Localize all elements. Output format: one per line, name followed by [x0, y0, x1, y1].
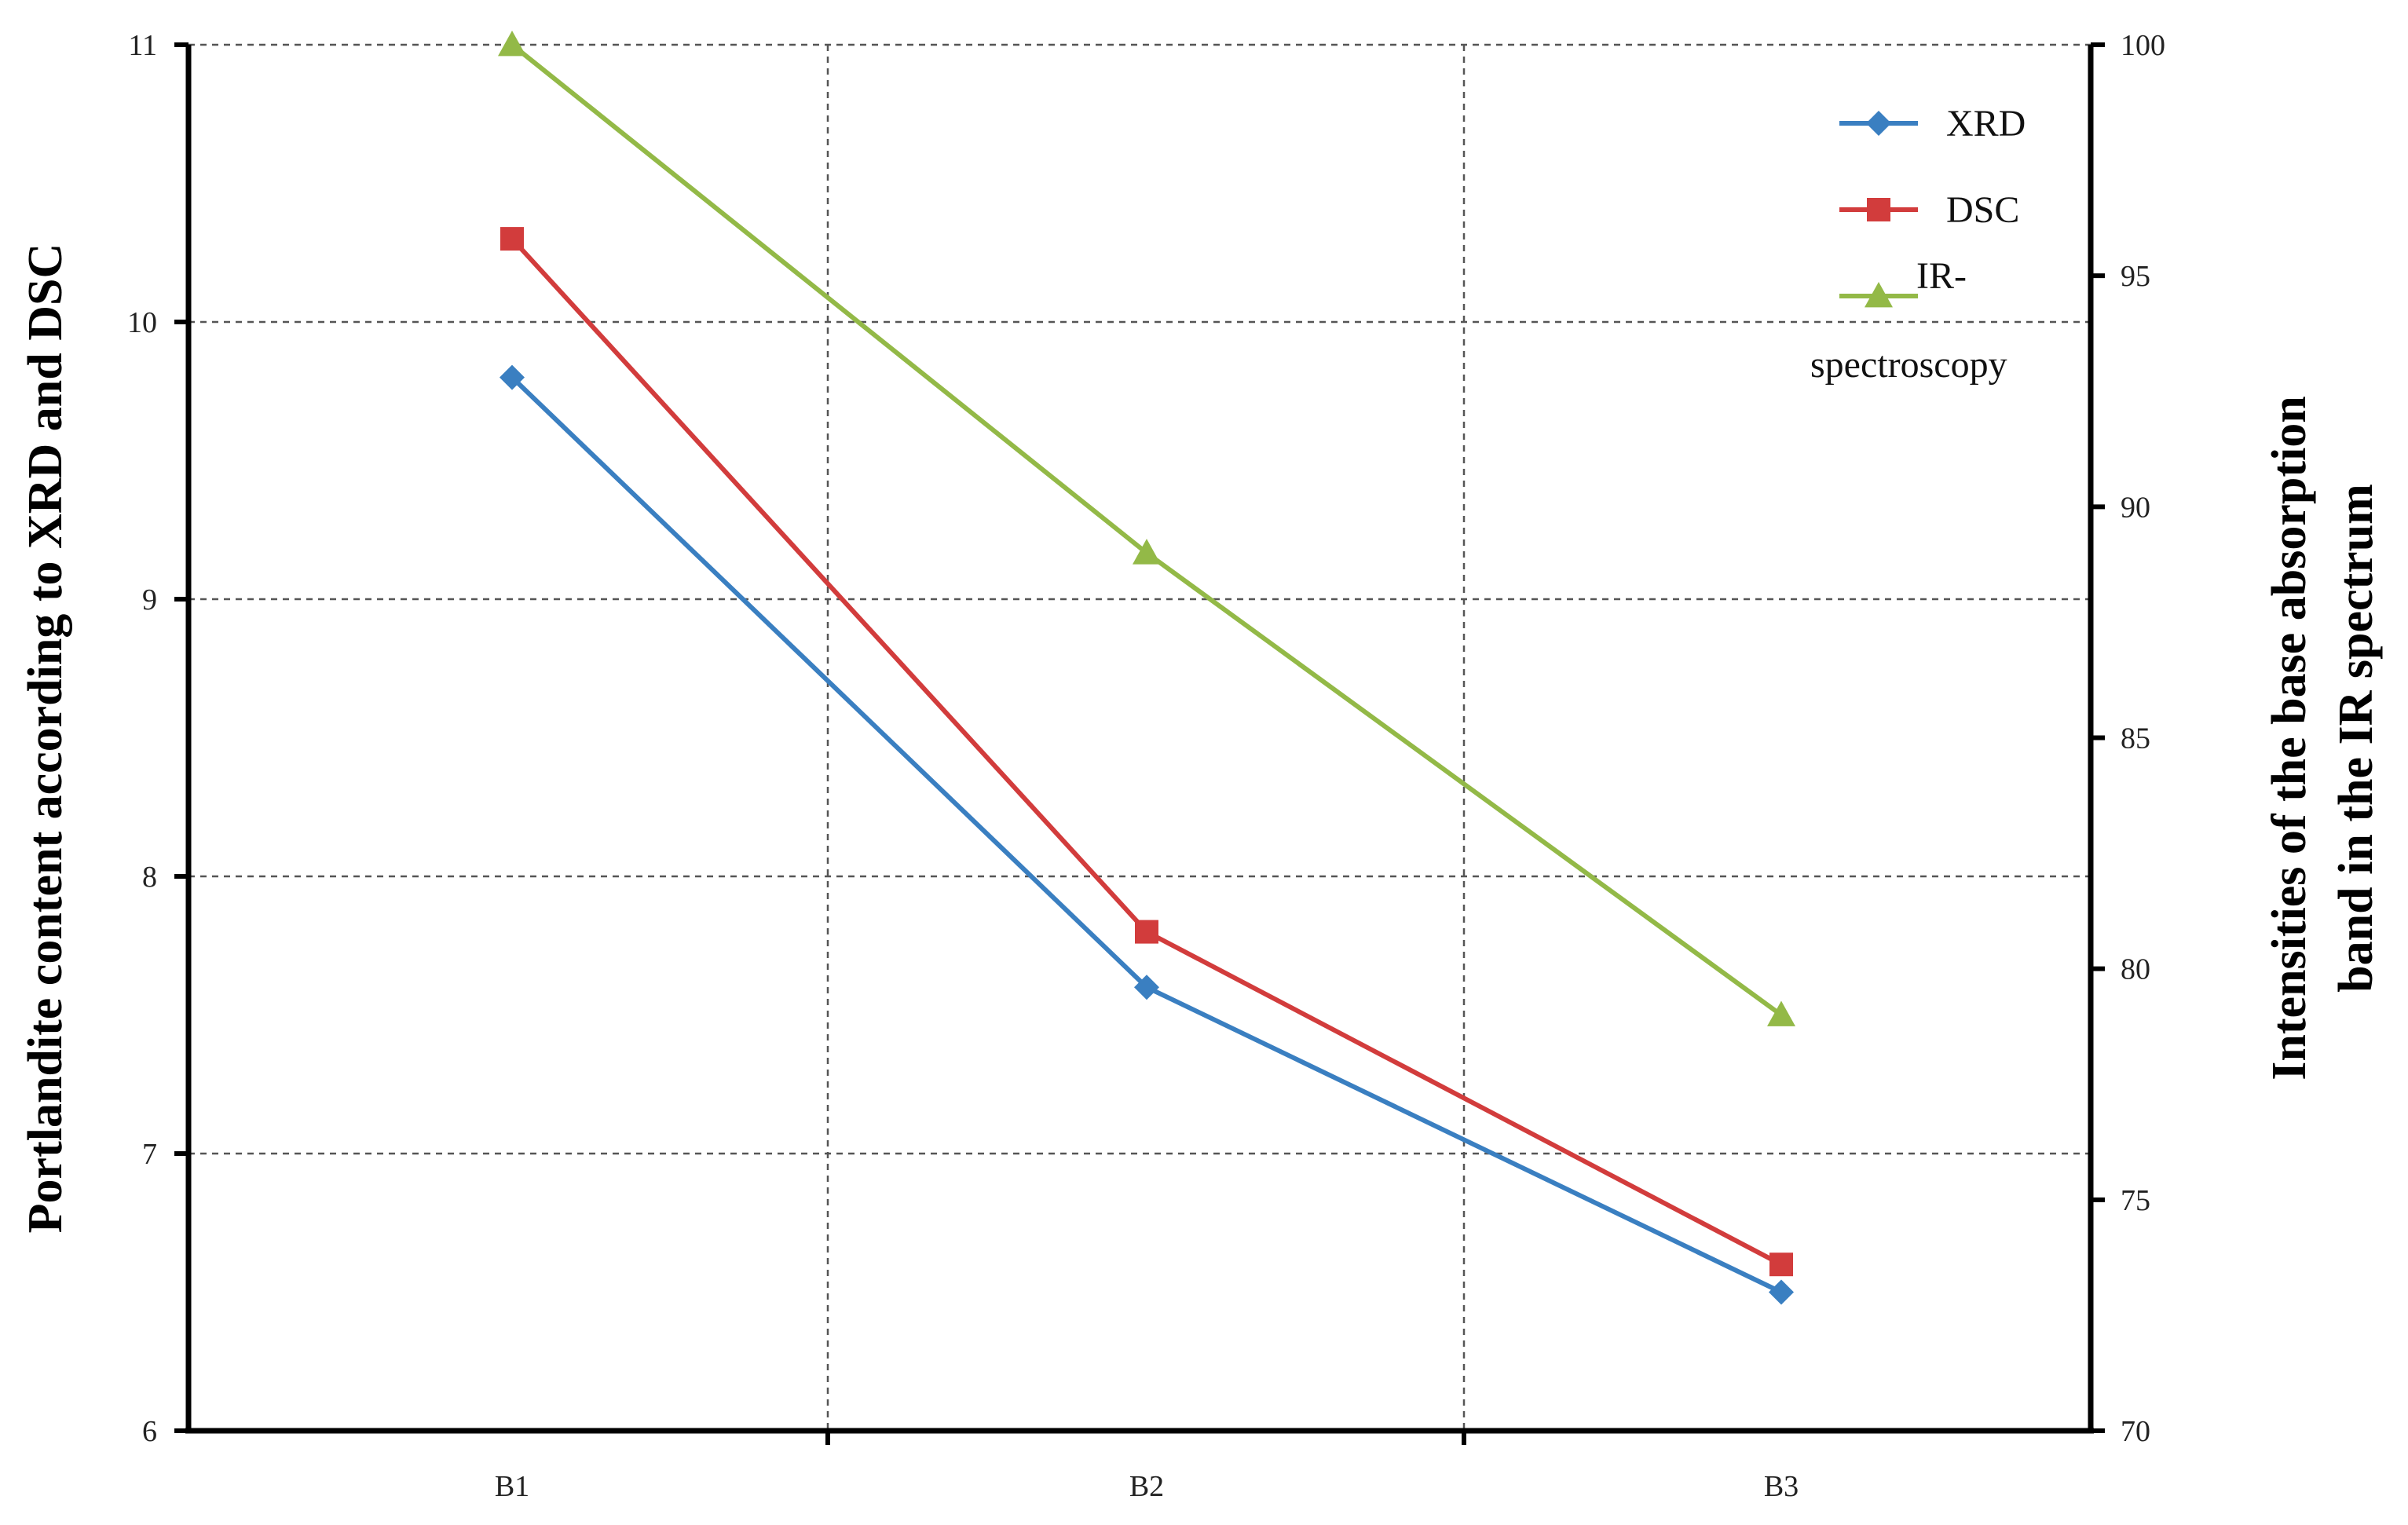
grid — [188, 43, 2091, 1431]
right-tick-label: 90 — [2121, 491, 2150, 524]
data-point-ir-spectroscopy — [1767, 1000, 1795, 1026]
x-tick-label: B1 — [495, 1470, 529, 1503]
data-point-xrd — [1134, 975, 1159, 1000]
series-line-dsc — [510, 237, 1783, 1267]
series-xrd — [500, 364, 1794, 1305]
left-tick-label: 11 — [128, 29, 157, 62]
x-tick-label: B2 — [1129, 1470, 1164, 1503]
legend-item-dsc: DSC — [1839, 189, 2019, 231]
legend-label: spectroscopy — [1810, 344, 2007, 386]
right-axis-title-line: band in the IR spectrum — [2329, 484, 2383, 993]
left-tick-label: 10 — [127, 306, 157, 339]
data-point-dsc — [500, 227, 524, 251]
legend-marker — [1866, 111, 1891, 136]
series-line-xrd — [510, 375, 1783, 1295]
x-axis-ticks: B1 B2 B3 — [495, 1431, 1799, 1503]
left-tick-label: 6 — [142, 1415, 157, 1448]
legend: XRD DSC IR-spectroscopy — [1810, 103, 2026, 386]
right-tick-label: 100 — [2121, 29, 2165, 62]
left-axis-ticks: 6 7 8 9 10 11 — [127, 29, 188, 1448]
left-tick-label: 7 — [142, 1138, 157, 1171]
right-tick-label: 80 — [2121, 953, 2150, 986]
data-point-ir-spectroscopy — [1133, 539, 1161, 565]
legend-marker — [1865, 282, 1893, 308]
series-ir-spectroscopy — [498, 31, 1795, 1026]
right-tick-label: 95 — [2121, 260, 2150, 293]
legend-item-ir-spectroscopy: IR-spectroscopy — [1810, 255, 2007, 386]
axes — [185, 45, 2094, 1434]
data-point-xrd — [500, 364, 525, 390]
left-tick-label: 9 — [142, 583, 157, 616]
legend-item-xrd: XRD — [1839, 103, 2026, 144]
legend-label: IR- — [1916, 255, 1967, 297]
series-layer — [498, 31, 1795, 1305]
left-axis-title: Portlandite content according to XRD and… — [19, 243, 72, 1234]
legend-marker — [1867, 198, 1890, 221]
right-tick-label: 85 — [2121, 722, 2150, 755]
data-point-ir-spectroscopy — [498, 31, 526, 57]
right-axis-title: Intensities of the base absorption band i… — [2263, 396, 2383, 1081]
right-tick-label: 70 — [2121, 1415, 2150, 1448]
data-point-dsc — [1135, 920, 1158, 944]
left-tick-label: 8 — [142, 861, 157, 894]
right-tick-label: 75 — [2121, 1184, 2150, 1217]
legend-label: XRD — [1946, 103, 2026, 144]
series-dsc — [500, 227, 1793, 1277]
data-point-xrd — [1769, 1279, 1794, 1305]
data-point-dsc — [1769, 1253, 1793, 1277]
right-axis-title-line: Intensities of the base absorption — [2263, 396, 2316, 1081]
series-line-ir-spectroscopy — [511, 42, 1783, 1017]
x-tick-label: B3 — [1764, 1470, 1799, 1503]
right-axis-ticks: 70 75 80 85 90 95 100 — [2091, 29, 2165, 1448]
legend-label: DSC — [1946, 189, 2019, 231]
